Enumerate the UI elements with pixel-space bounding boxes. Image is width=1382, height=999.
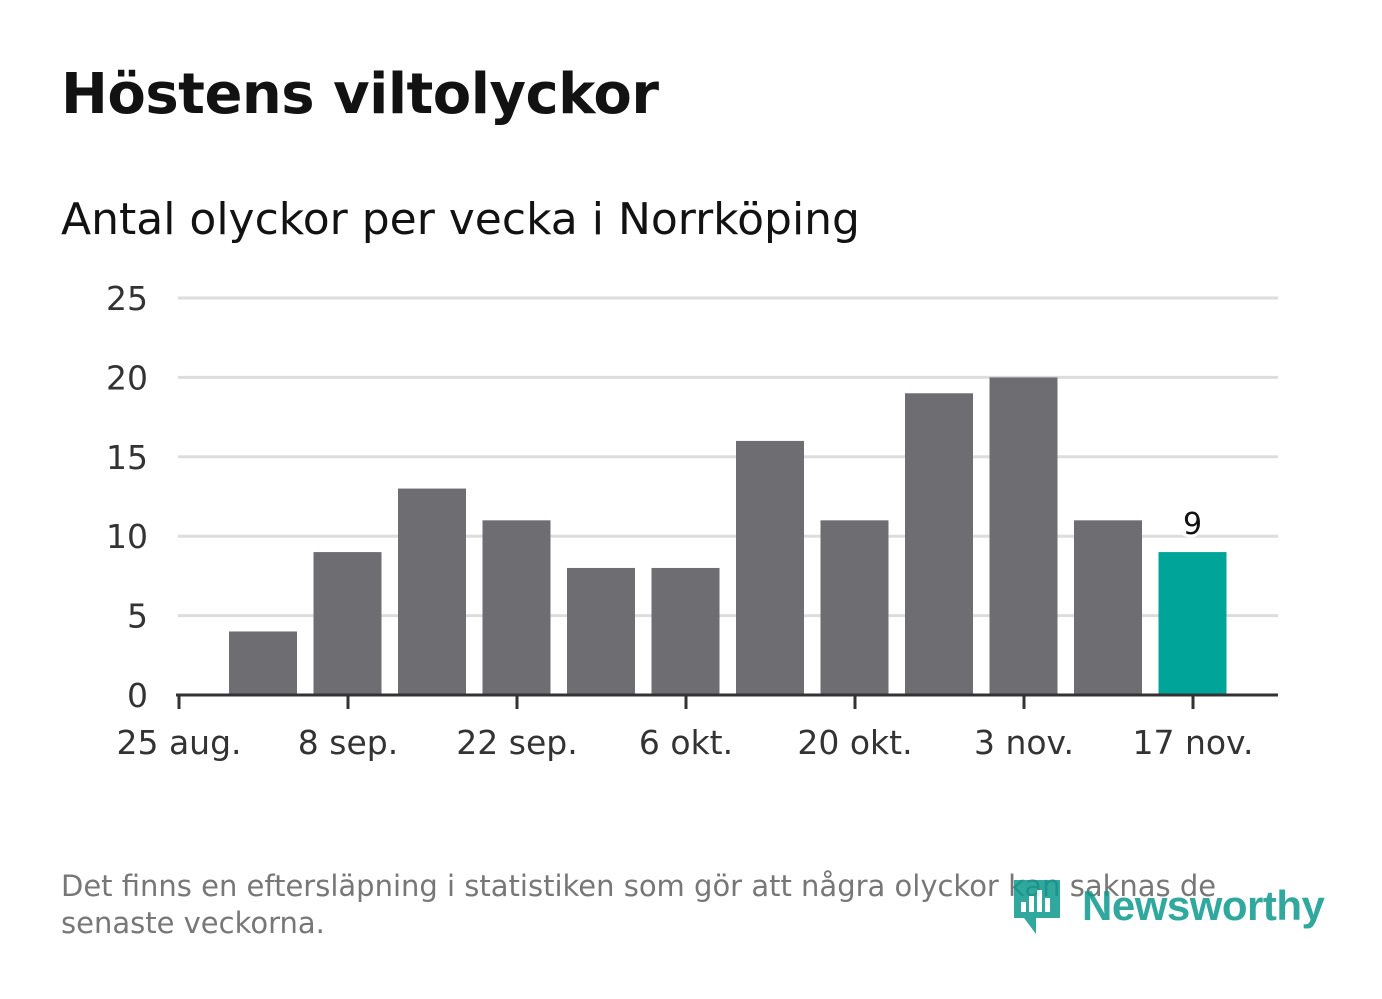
y-tick-label: 10: [106, 517, 148, 556]
bar: [651, 567, 720, 695]
x-tick-label: 22 sep.: [456, 723, 577, 762]
bar: [820, 520, 889, 695]
bar: [905, 393, 973, 695]
bar: [736, 440, 804, 695]
bar: [989, 377, 1058, 695]
bar: [1158, 552, 1227, 695]
bar: [398, 488, 466, 695]
y-tick-label: 5: [127, 597, 148, 636]
bars: [229, 377, 1227, 695]
newsworthy-logo-text: Newsworthy: [1082, 882, 1325, 929]
chart-title: Höstens viltolyckor: [61, 62, 659, 127]
x-axis-labels: 25 aug. 8 sep. 22 sep. 6 okt. 20 okt. 3 nov. 1…: [116, 723, 1253, 762]
y-tick-label: 15: [106, 438, 148, 477]
x-tick-label: 17 nov.: [1132, 723, 1253, 762]
y-tick-label: 25: [106, 279, 148, 318]
y-tick-label: 20: [106, 358, 148, 397]
chart-subtitle: Antal olyckor per vecka i Norrköping: [61, 194, 860, 245]
bar: [313, 552, 382, 695]
x-tick-label: 20 okt.: [797, 723, 912, 762]
x-tick-label: 25 aug.: [116, 723, 241, 762]
x-tick-label: 6 okt.: [639, 723, 733, 762]
newsworthy-logo-icon: [1014, 880, 1060, 934]
newsworthy-logo: Newsworthy: [1012, 876, 1325, 936]
x-tick-label: 8 sep.: [298, 723, 398, 762]
y-axis-labels: 0 5 10 15 20 25: [106, 279, 148, 715]
x-axis: [176, 693, 1278, 709]
bar: [229, 631, 297, 695]
bar: [567, 567, 635, 695]
x-tick-label: 3 nov.: [974, 723, 1074, 762]
bar: [1074, 520, 1142, 695]
data-labels: 9: [1180, 504, 1205, 545]
bar: [482, 520, 551, 695]
y-tick-label: 0: [127, 676, 148, 715]
data-label: 9: [1183, 507, 1202, 542]
bar-chart: 0 5 10 15 20 25 25 aug. 8 sep. 22 sep. 6 okt. 20 …: [106, 279, 1278, 762]
